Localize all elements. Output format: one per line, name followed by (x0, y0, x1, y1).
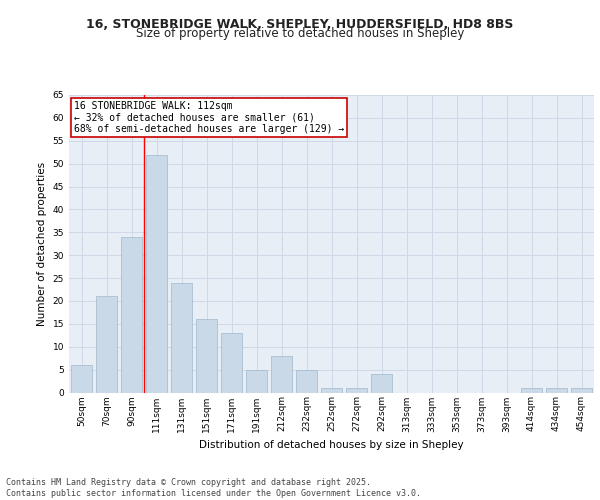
Y-axis label: Number of detached properties: Number of detached properties (37, 162, 47, 326)
Text: 16 STONEBRIDGE WALK: 112sqm
← 32% of detached houses are smaller (61)
68% of sem: 16 STONEBRIDGE WALK: 112sqm ← 32% of det… (74, 101, 344, 134)
Text: Size of property relative to detached houses in Shepley: Size of property relative to detached ho… (136, 28, 464, 40)
Bar (321, 388, 342, 392)
Bar (371, 374, 392, 392)
Bar (571, 388, 592, 392)
Bar (271, 356, 292, 393)
Bar (96, 296, 117, 392)
Bar (71, 365, 92, 392)
Bar (546, 388, 567, 392)
Bar (121, 237, 142, 392)
Bar (296, 370, 317, 392)
Bar (146, 154, 167, 392)
Bar (346, 388, 367, 392)
Bar (246, 370, 267, 392)
Bar (521, 388, 542, 392)
Text: 16, STONEBRIDGE WALK, SHEPLEY, HUDDERSFIELD, HD8 8BS: 16, STONEBRIDGE WALK, SHEPLEY, HUDDERSFI… (86, 18, 514, 30)
Bar (171, 282, 192, 393)
X-axis label: Distribution of detached houses by size in Shepley: Distribution of detached houses by size … (199, 440, 464, 450)
Text: Contains HM Land Registry data © Crown copyright and database right 2025.
Contai: Contains HM Land Registry data © Crown c… (6, 478, 421, 498)
Bar (196, 320, 217, 392)
Bar (221, 333, 242, 392)
